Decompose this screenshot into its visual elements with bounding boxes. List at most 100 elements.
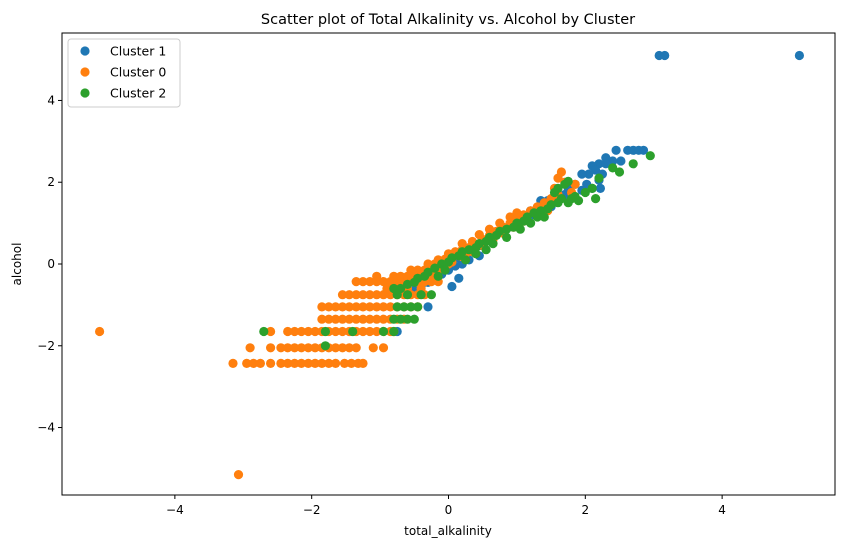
- data-point: [310, 358, 320, 368]
- data-point: [351, 277, 361, 287]
- data-point: [228, 358, 238, 368]
- data-point: [310, 343, 320, 353]
- data-point: [358, 326, 368, 337]
- data-point: [303, 358, 313, 368]
- data-point: [339, 358, 350, 368]
- data-point: [512, 208, 522, 218]
- data-point: [372, 326, 382, 337]
- data-point: [331, 314, 341, 324]
- data-point: [348, 326, 358, 337]
- data-point: [628, 159, 638, 169]
- data-point: [351, 302, 361, 312]
- data-point: [310, 326, 320, 337]
- legend-label: Cluster 0: [110, 65, 166, 80]
- data-point: [461, 255, 471, 265]
- data-point: [396, 314, 406, 324]
- data-point: [645, 151, 655, 161]
- data-point: [406, 265, 416, 275]
- data-point: [402, 314, 413, 324]
- data-point: [290, 326, 300, 337]
- data-point: [601, 159, 611, 169]
- x-tick-label: 0: [445, 503, 453, 517]
- series-cluster-0: [95, 167, 580, 480]
- data-point: [344, 302, 354, 312]
- data-point: [344, 343, 354, 353]
- data-point: [320, 341, 330, 351]
- data-point: [389, 326, 399, 337]
- x-tick-label: 4: [718, 503, 726, 517]
- data-point: [344, 314, 354, 324]
- x-axis-label: total_alkalinity: [404, 524, 492, 538]
- data-point: [331, 343, 341, 353]
- data-point: [587, 183, 597, 193]
- data-point: [549, 187, 560, 198]
- data-point: [556, 167, 567, 177]
- data-point: [392, 302, 402, 312]
- data-point: [402, 279, 413, 289]
- legend: Cluster 1 Cluster 0 Cluster 2: [67, 38, 181, 108]
- data-point: [426, 290, 436, 300]
- chart-title: Scatter plot of Total Alkalinity vs. Alc…: [261, 12, 635, 28]
- data-point: [481, 245, 491, 255]
- data-point: [660, 50, 670, 61]
- data-point: [337, 343, 348, 353]
- data-point: [317, 358, 327, 368]
- data-point: [317, 314, 327, 324]
- data-point: [385, 302, 395, 312]
- data-point: [303, 326, 313, 337]
- data-point: [406, 302, 416, 312]
- data-point: [594, 173, 604, 183]
- data-point: [344, 290, 354, 300]
- data-point: [372, 302, 382, 312]
- data-point: [276, 358, 286, 368]
- data-point: [255, 358, 265, 368]
- data-point: [560, 179, 570, 189]
- data-point: [351, 290, 361, 300]
- data-point: [389, 314, 399, 324]
- data-point: [296, 343, 306, 353]
- data-point: [430, 263, 440, 273]
- y-axis-label: alcohol: [10, 243, 24, 286]
- data-point: [392, 290, 402, 300]
- data-point: [378, 302, 389, 312]
- data-point: [382, 283, 392, 294]
- data-point: [378, 326, 389, 337]
- data-point: [595, 183, 606, 193]
- data-point: [290, 358, 300, 368]
- x-tick-label: −4: [166, 503, 184, 517]
- data-point: [563, 198, 573, 208]
- data-point: [474, 230, 484, 240]
- data-point: [488, 239, 498, 249]
- data-point: [553, 198, 563, 208]
- data-point: [365, 290, 375, 300]
- data-point: [580, 187, 590, 198]
- y-tick-label: −2: [37, 339, 55, 353]
- data-point: [303, 343, 313, 353]
- data-point: [283, 358, 293, 368]
- data-point: [413, 265, 423, 275]
- legend-marker: [80, 67, 90, 77]
- data-point: [616, 156, 626, 166]
- data-point: [457, 239, 467, 249]
- series-cluster-2: [259, 151, 655, 351]
- points-layer: [95, 50, 805, 480]
- legend-box: [67, 38, 181, 108]
- data-point: [413, 302, 423, 312]
- data-point: [539, 212, 549, 222]
- data-point: [570, 179, 580, 189]
- data-point: [283, 326, 293, 337]
- data-point: [591, 194, 601, 204]
- data-point: [266, 326, 276, 337]
- data-point: [526, 218, 536, 228]
- data-point: [372, 290, 382, 300]
- data-point: [491, 230, 501, 240]
- data-point: [608, 163, 618, 173]
- data-point: [337, 314, 348, 324]
- data-point: [573, 196, 584, 206]
- data-point: [266, 358, 276, 368]
- data-point: [614, 167, 625, 177]
- data-point: [259, 326, 269, 337]
- data-point: [378, 343, 389, 353]
- data-point: [484, 224, 495, 234]
- data-point: [543, 204, 553, 214]
